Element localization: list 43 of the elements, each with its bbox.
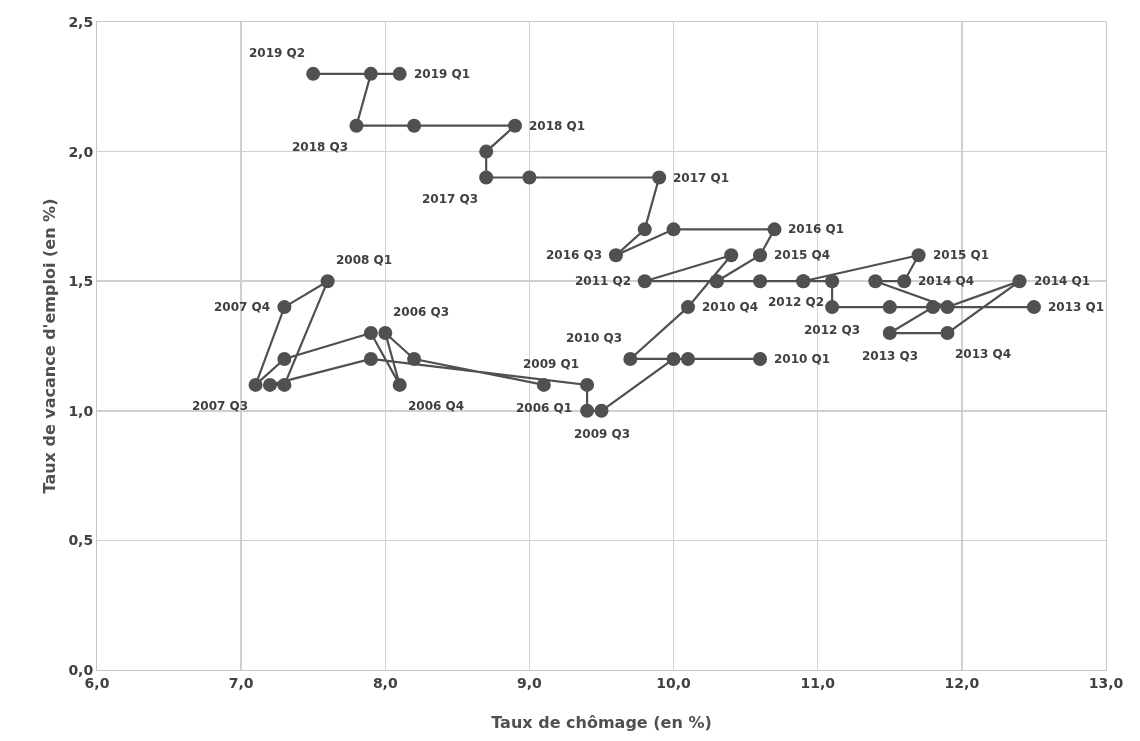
annotation: 2006 Q3 xyxy=(393,305,450,319)
x-tick-label: 9,0 xyxy=(517,674,543,691)
annotation: 2007 Q4 xyxy=(214,300,271,314)
annotation: 2006 Q4 xyxy=(408,399,465,413)
annotation: 2017 Q1 xyxy=(673,171,730,185)
annotation: 2019 Q2 xyxy=(249,46,306,60)
x-tick-label: 10,0 xyxy=(656,674,692,691)
x-tick-label: 13,0 xyxy=(1088,674,1124,691)
annotation: 2007 Q3 xyxy=(192,399,249,413)
annotation: 2014 Q4 xyxy=(918,274,975,288)
annotation: 2019 Q1 xyxy=(414,67,471,81)
annotation: 2014 Q1 xyxy=(1034,274,1091,288)
annotation: 2018 Q3 xyxy=(292,140,349,154)
annotation: 2013 Q1 xyxy=(1048,300,1105,314)
x-tick-label: 7,0 xyxy=(228,674,254,691)
annotation: 2016 Q3 xyxy=(546,248,603,262)
y-tick-label: 2,5 xyxy=(68,13,94,30)
y-tick-label: 1,5 xyxy=(68,273,94,290)
y-tick-label: 2,0 xyxy=(68,143,94,160)
annotation: 2010 Q4 xyxy=(702,300,759,314)
y-tick-label: 1,0 xyxy=(68,402,94,419)
y-tick-label: 0,5 xyxy=(68,532,94,549)
annotation: 2013 Q4 xyxy=(955,347,1012,361)
annotation: 2009 Q1 xyxy=(523,357,580,371)
x-axis-title: Taux de chômage (en %) xyxy=(491,713,712,732)
annotation: 2018 Q1 xyxy=(529,119,586,133)
annotation: 2015 Q4 xyxy=(774,248,831,262)
annotation: 2015 Q1 xyxy=(933,248,990,262)
annotation: 2010 Q3 xyxy=(566,331,623,345)
annotation: 2006 Q1 xyxy=(516,401,573,415)
annotation: 2008 Q1 xyxy=(336,253,393,267)
annotation: 2009 Q3 xyxy=(574,427,631,441)
annotation: 2011 Q2 xyxy=(575,274,632,288)
annotation: 2016 Q1 xyxy=(788,222,845,236)
x-tick-label: 12,0 xyxy=(944,674,980,691)
annotation: 2010 Q1 xyxy=(774,352,831,366)
annotation: 2017 Q3 xyxy=(422,192,479,206)
y-axis-title: Taux de vacance d'emploi (en %) xyxy=(40,198,59,494)
annotation: 2012 Q3 xyxy=(804,323,861,337)
annotation: 2012 Q2 xyxy=(768,295,825,309)
annotation: 2013 Q3 xyxy=(862,349,919,363)
x-tick-label: 11,0 xyxy=(800,674,836,691)
x-tick-label: 8,0 xyxy=(372,674,398,691)
